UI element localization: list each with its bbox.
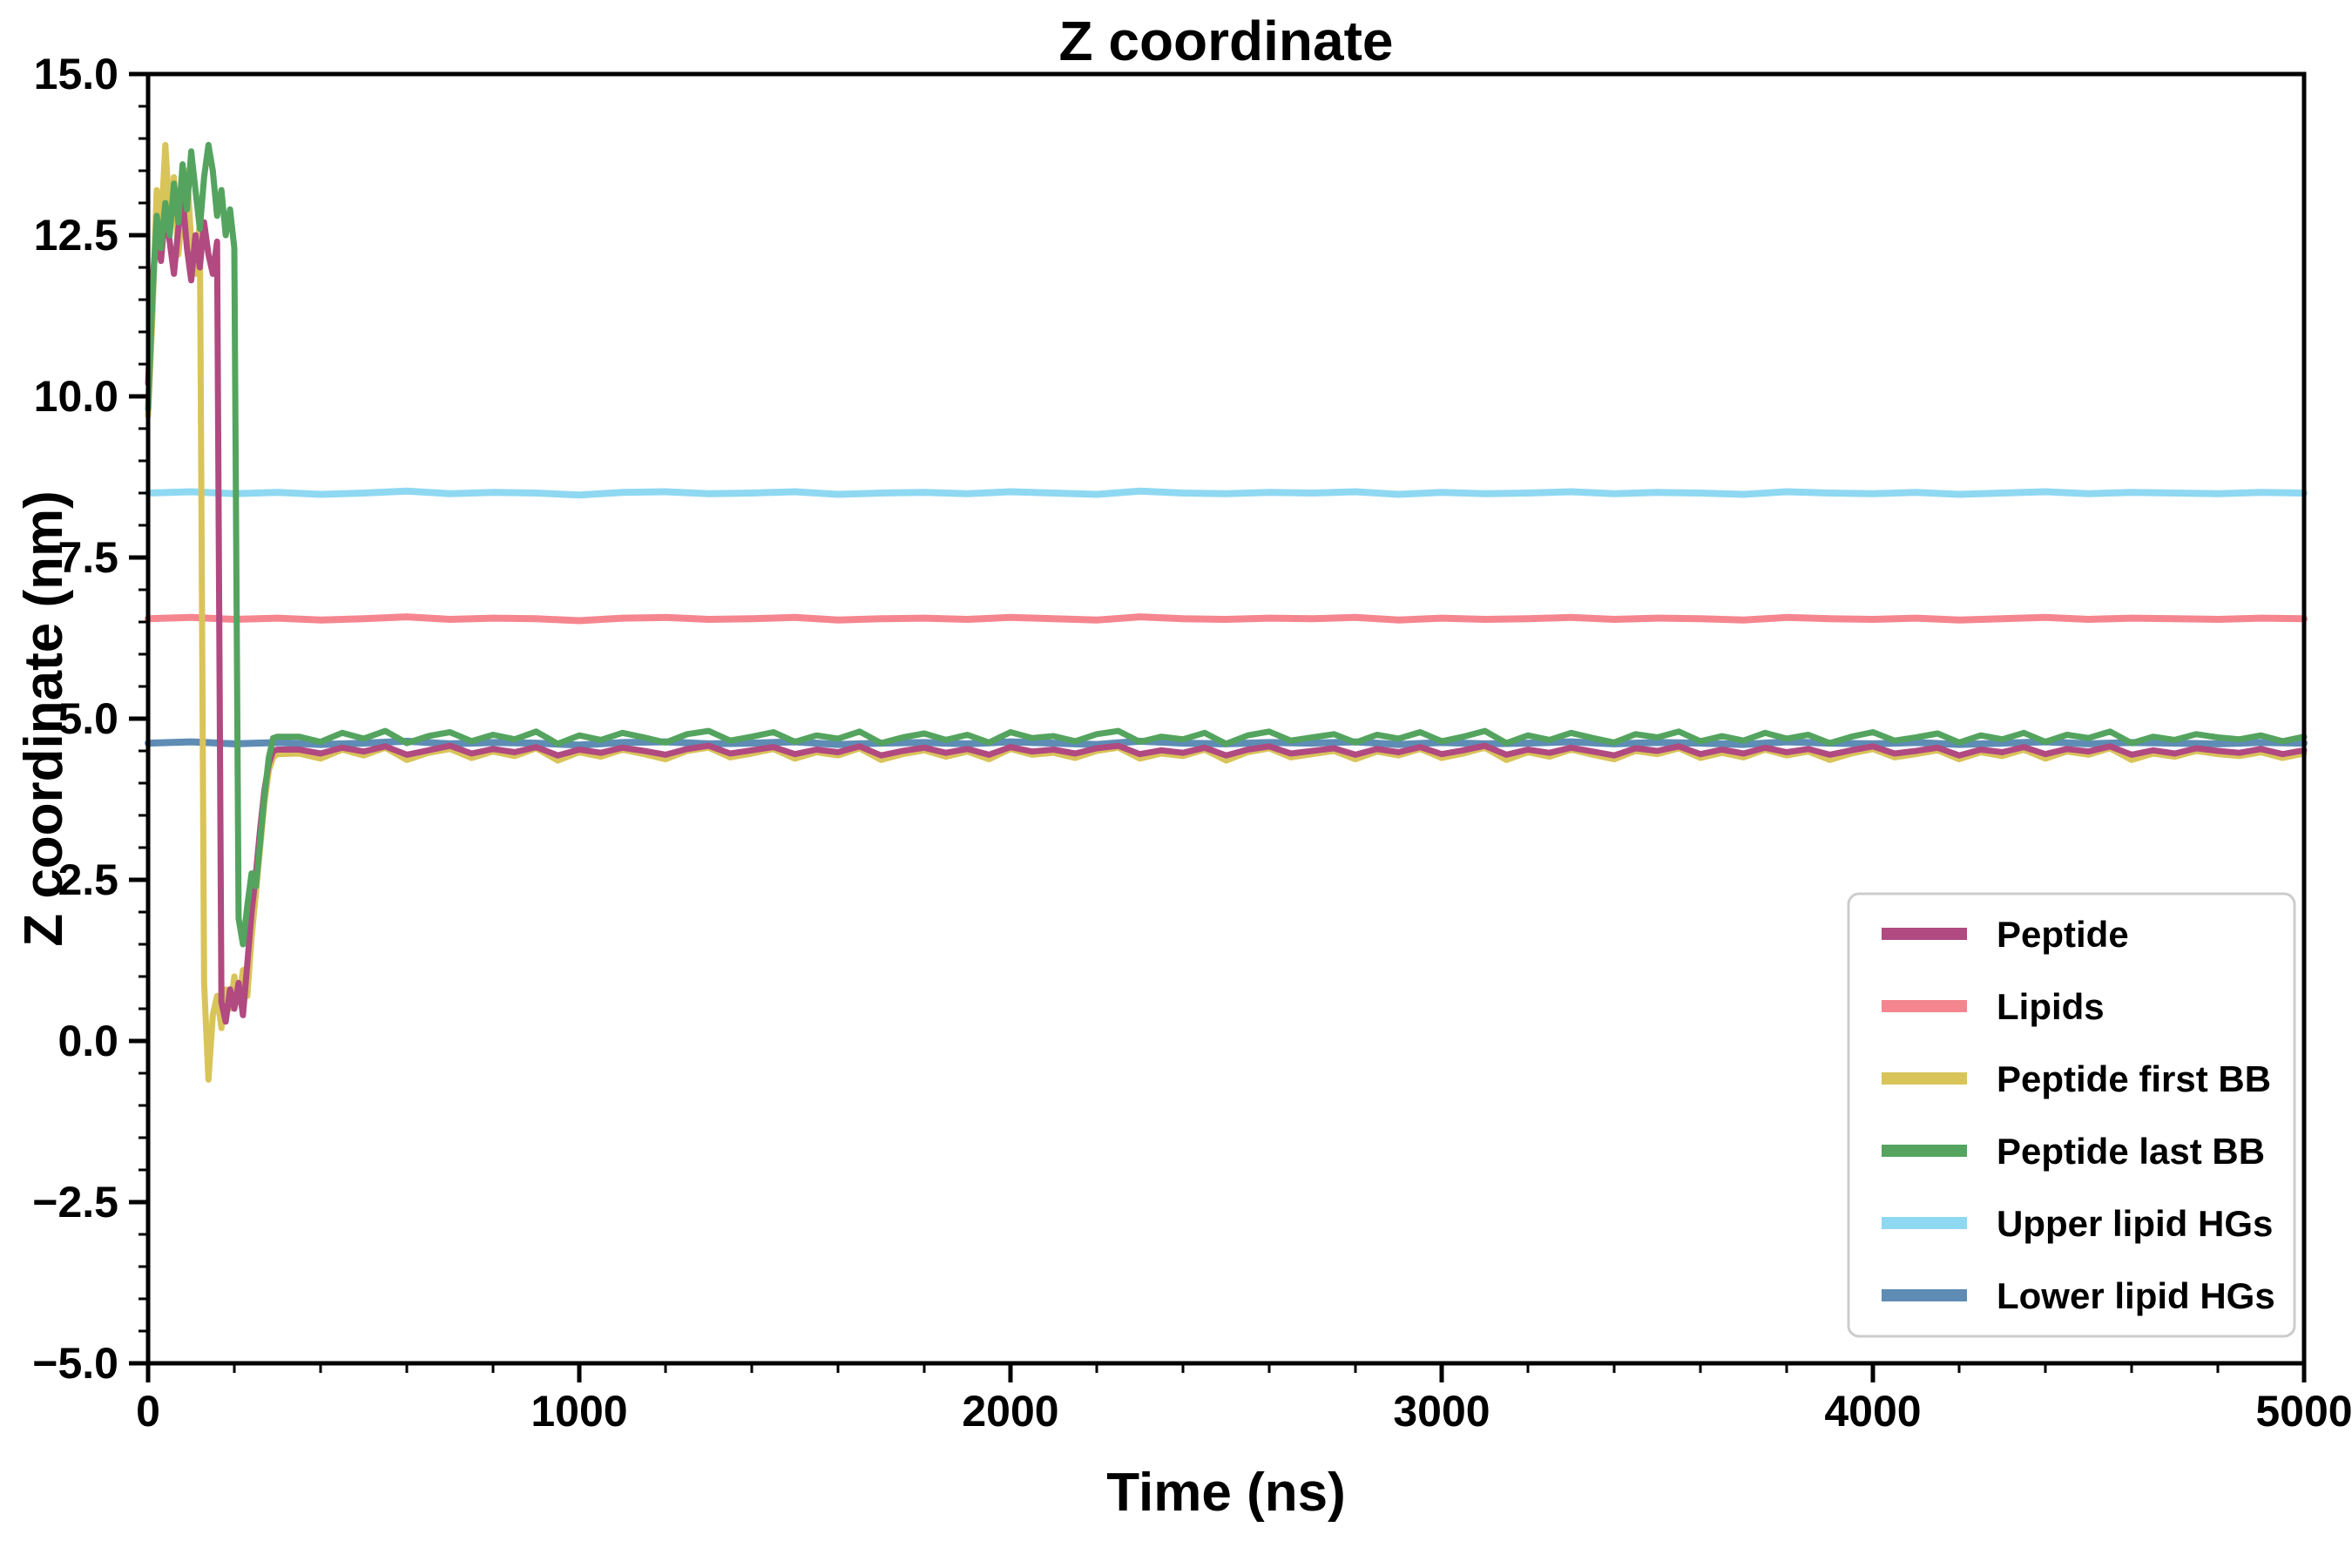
y-tick-label: 0.0 xyxy=(57,1017,118,1065)
series-line-peptide-last-bb xyxy=(145,141,2308,948)
x-tick-label: 4000 xyxy=(1824,1387,1921,1436)
legend-label: Peptide xyxy=(1997,914,2129,955)
series-line-lipids xyxy=(145,613,2308,625)
series-line-upper-lipid-hgs xyxy=(145,487,2308,499)
legend-label: Peptide last BB xyxy=(1997,1131,2265,1172)
chart-title: Z coordinate xyxy=(1058,10,1394,72)
x-tick-label: 0 xyxy=(136,1387,160,1436)
y-tick-label: −2.5 xyxy=(32,1178,118,1227)
x-tick-label: 5000 xyxy=(2255,1387,2352,1436)
legend-label: Peptide first BB xyxy=(1997,1058,2271,1099)
y-tick-label: 7.5 xyxy=(57,533,118,582)
y-tick-label: 12.5 xyxy=(34,211,118,260)
y-tick-label: 15.0 xyxy=(34,50,118,98)
legend-label: Upper lipid HGs xyxy=(1997,1203,2273,1244)
x-tick-label: 3000 xyxy=(1393,1387,1490,1436)
legend-label: Lower lipid HGs xyxy=(1997,1275,2275,1316)
y-tick-label: −5.0 xyxy=(32,1339,118,1388)
y-tick-label: 5.0 xyxy=(57,694,118,743)
axes-ticks: 0 1000 2000 3000 4000 5000 −5.0 −2.5 0.0 2.5 5.0 7.… xyxy=(32,50,2352,1436)
x-tick-label: 1000 xyxy=(531,1387,627,1436)
x-axis-label: Time (ns) xyxy=(1106,1463,1346,1523)
legend-box xyxy=(1847,892,2296,1338)
legend: Peptide Lipids Peptide first BB Peptide las… xyxy=(1847,892,2296,1338)
x-tick-label: 2000 xyxy=(962,1387,1058,1436)
y-tick-label: 2.5 xyxy=(57,855,118,904)
legend-label: Lipids xyxy=(1997,986,2105,1027)
series-group xyxy=(145,141,2308,1083)
series-line-peptide xyxy=(145,193,2308,1025)
y-tick-label: 10.0 xyxy=(34,372,118,421)
